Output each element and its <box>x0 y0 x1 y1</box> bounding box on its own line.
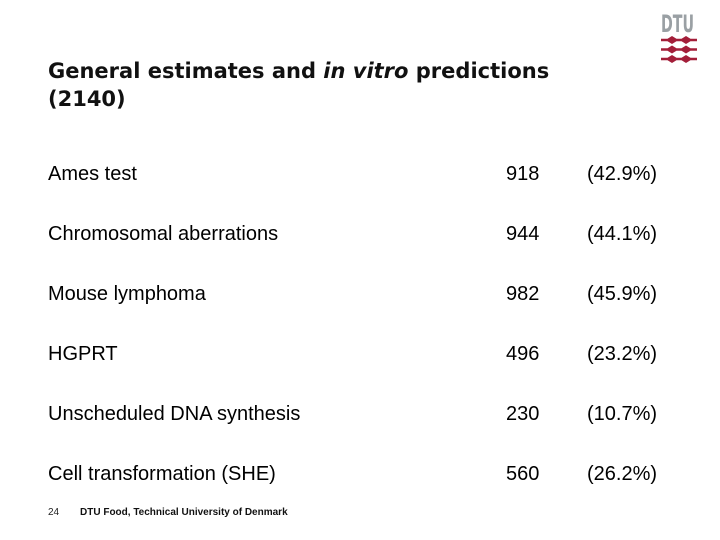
title-italic-term: in vitro <box>323 59 409 83</box>
title-suffix: predictions <box>408 59 550 83</box>
page-number: 24 <box>48 507 60 518</box>
table-row: Ames test 918 (42.9%) <box>0 163 720 185</box>
title-prefix: General estimates and <box>48 59 324 83</box>
table-row: HGPRT 496 (23.2%) <box>0 343 720 365</box>
dtu-logo-emblem-icon <box>661 36 697 63</box>
count-value: 230 <box>506 403 540 425</box>
table-row: Mouse lymphoma 982 (45.9%) <box>0 283 720 305</box>
table-row: Chromosomal aberrations 944 (44.1%) <box>0 223 720 245</box>
count-value: 918 <box>506 163 540 185</box>
test-label: Ames test <box>48 163 137 185</box>
dtu-logo-icon: DTU <box>661 10 697 63</box>
count-value: 496 <box>506 343 540 365</box>
count-value: 944 <box>506 223 540 245</box>
test-label: Cell transformation (SHE) <box>48 463 276 485</box>
dtu-logo-text: DTU <box>661 14 694 38</box>
count-value: 560 <box>506 463 540 485</box>
percent-value: (10.7%) <box>587 403 658 425</box>
footer: 24 DTU Food, Technical University of Den… <box>0 506 720 520</box>
test-label: Unscheduled DNA synthesis <box>48 403 301 425</box>
table-row: Unscheduled DNA synthesis 230 (10.7%) <box>0 403 720 425</box>
test-label: HGPRT <box>48 343 118 365</box>
affiliation-text: DTU Food, Technical University of Denmar… <box>80 507 288 518</box>
slide-title: General estimates and in vitro predictio… <box>48 57 549 113</box>
count-value: 982 <box>506 283 540 305</box>
slide-title-line2: (2140) <box>48 87 126 111</box>
test-label: Mouse lymphoma <box>48 283 206 305</box>
percent-value: (44.1%) <box>587 223 658 245</box>
dtu-logo: DTU <box>661 10 697 64</box>
percent-value: (26.2%) <box>587 463 658 485</box>
test-label: Chromosomal aberrations <box>48 223 279 245</box>
percent-value: (42.9%) <box>587 163 658 185</box>
slide-title-line1: General estimates and in vitro predictio… <box>48 57 549 85</box>
percent-value: (23.2%) <box>587 343 658 365</box>
table-row: Cell transformation (SHE) 560 (26.2%) <box>0 463 720 485</box>
percent-value: (45.9%) <box>587 283 658 305</box>
